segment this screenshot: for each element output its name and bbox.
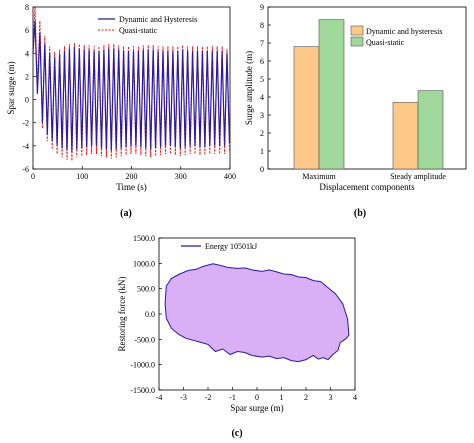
x-tick-label: -4 bbox=[156, 393, 163, 402]
y-tick-label: -1000.0 bbox=[130, 361, 155, 370]
y-tick-label: -2 bbox=[22, 119, 29, 128]
legend-label-dynamic-hysteresis: Dynamic and hysteresis bbox=[366, 27, 442, 36]
x-tick-label: 0 bbox=[31, 172, 35, 181]
x-tick-label: 4 bbox=[353, 393, 357, 402]
x-tick-label: 200 bbox=[126, 172, 138, 181]
hysteresis-loop-area bbox=[164, 263, 350, 363]
y-tick-label: 8 bbox=[25, 3, 29, 12]
panel-c-y-axis-label: Restoring force (kN) bbox=[117, 277, 127, 352]
legend-swatch-dynamic-hysteresis bbox=[350, 25, 364, 36]
y-tick-label: 1000.0 bbox=[133, 259, 155, 268]
y-tick-label: -500.0 bbox=[134, 335, 155, 344]
y-tick-label: 2 bbox=[25, 72, 29, 81]
legend-label-dynamic-hysteresis: Dynamic and Hysteresis bbox=[119, 15, 197, 24]
panel-c-loop bbox=[164, 263, 350, 363]
panel-a-surge-time-series: 0 100 200 300 400 -6 -4 -2 0 2 4 6 8 Dynamic and Hys… bbox=[6, 3, 236, 219]
panel-a-series-lines bbox=[32, 6, 231, 161]
y-tick-label: 1 bbox=[260, 147, 264, 156]
panel-b-caption: (b) bbox=[354, 208, 366, 219]
legend-swatch-quasi-static bbox=[350, 36, 364, 47]
y-tick-label: 5 bbox=[260, 75, 264, 84]
panel-c-hysteresis-loop: -4 -3 -2 -1 0 1 2 3 4 1500.0 1000.0 500.0 0.0 -500.0 -… bbox=[117, 234, 357, 439]
bar-steady-amplitude-dynamic bbox=[392, 102, 419, 170]
y-tick-label: 0.0 bbox=[145, 310, 155, 319]
y-tick-label: 4 bbox=[25, 49, 29, 58]
x-tick-label: Steady amplitude bbox=[390, 172, 446, 181]
panel-a-axes: 0 100 200 300 400 -6 -4 -2 0 2 4 6 8 bbox=[22, 3, 236, 181]
panel-a-caption: (a) bbox=[120, 208, 132, 219]
legend-label-energy: Energy 10501kJ bbox=[205, 242, 257, 251]
x-tick-label: 300 bbox=[175, 172, 187, 181]
y-tick-label: 2 bbox=[260, 129, 264, 138]
panel-b-axes: 0 1 2 3 4 5 6 7 8 9 Maximum Steady amplitude bbox=[260, 3, 467, 181]
y-tick-label: 1500.0 bbox=[133, 234, 155, 243]
y-tick-label: 7 bbox=[260, 39, 264, 48]
panel-c-legend: Energy 10501kJ bbox=[181, 242, 257, 251]
panel-b-surge-amplitude-bars: 0 1 2 3 4 5 6 7 8 9 Maximum Steady amplitude Dynami… bbox=[244, 3, 467, 219]
x-tick-label: 1 bbox=[280, 393, 284, 402]
panel-b-y-axis-label: Surge amplitude (m) bbox=[244, 51, 254, 125]
y-tick-label: 0 bbox=[260, 165, 264, 174]
x-tick-label: 2 bbox=[304, 393, 308, 402]
y-tick-label: -6 bbox=[22, 165, 29, 174]
panel-b-legend: Dynamic and hysteresis Quasi-static bbox=[350, 25, 442, 47]
y-tick-label: -4 bbox=[22, 142, 29, 151]
panel-a-legend: Dynamic and Hysteresis Quasi-static bbox=[98, 15, 197, 35]
series-line-dynamic-and-hysteresis bbox=[32, 20, 231, 152]
y-tick-label: 500.0 bbox=[137, 285, 155, 294]
y-tick-label: -1500.0 bbox=[130, 386, 155, 395]
x-tick-label: -3 bbox=[180, 393, 187, 402]
panel-a-x-axis-label: Time (s) bbox=[116, 182, 146, 192]
y-tick-label: 0 bbox=[25, 96, 29, 105]
x-tick-label: -1 bbox=[229, 393, 236, 402]
x-tick-label: Maximum bbox=[302, 172, 336, 181]
panel-c-x-axis-label: Spar surge (m) bbox=[230, 403, 283, 413]
x-tick-label: 0 bbox=[255, 393, 259, 402]
panel-b-x-axis-label: Displacement components bbox=[319, 182, 415, 192]
x-tick-label: 3 bbox=[329, 393, 333, 402]
y-tick-label: 8 bbox=[260, 21, 264, 30]
y-tick-label: 3 bbox=[260, 111, 264, 120]
panel-c-axes: -4 -3 -2 -1 0 1 2 3 4 1500.0 1000.0 500.0 0.0 -500.0 -… bbox=[130, 234, 357, 402]
y-tick-label: 9 bbox=[260, 3, 264, 12]
y-tick-label: 4 bbox=[260, 93, 264, 102]
y-tick-label: 6 bbox=[260, 57, 264, 66]
bar-steady-amplitude-quasi-static bbox=[417, 90, 444, 170]
bar-maximum-quasi-static bbox=[318, 19, 345, 170]
panel-b-bars bbox=[293, 19, 444, 170]
x-tick-label: -2 bbox=[205, 393, 212, 402]
x-tick-label: 400 bbox=[224, 172, 236, 181]
x-tick-label: 100 bbox=[76, 172, 88, 181]
legend-label-quasi-static: Quasi-static bbox=[119, 26, 158, 35]
panel-c-caption: (c) bbox=[231, 428, 242, 439]
bar-maximum-dynamic bbox=[293, 46, 320, 170]
legend-label-quasi-static: Quasi-static bbox=[366, 38, 405, 47]
y-tick-label: 6 bbox=[25, 26, 29, 35]
plot-frame bbox=[267, 6, 467, 170]
panel-a-y-axis-label: Spar surge (m) bbox=[6, 61, 16, 114]
